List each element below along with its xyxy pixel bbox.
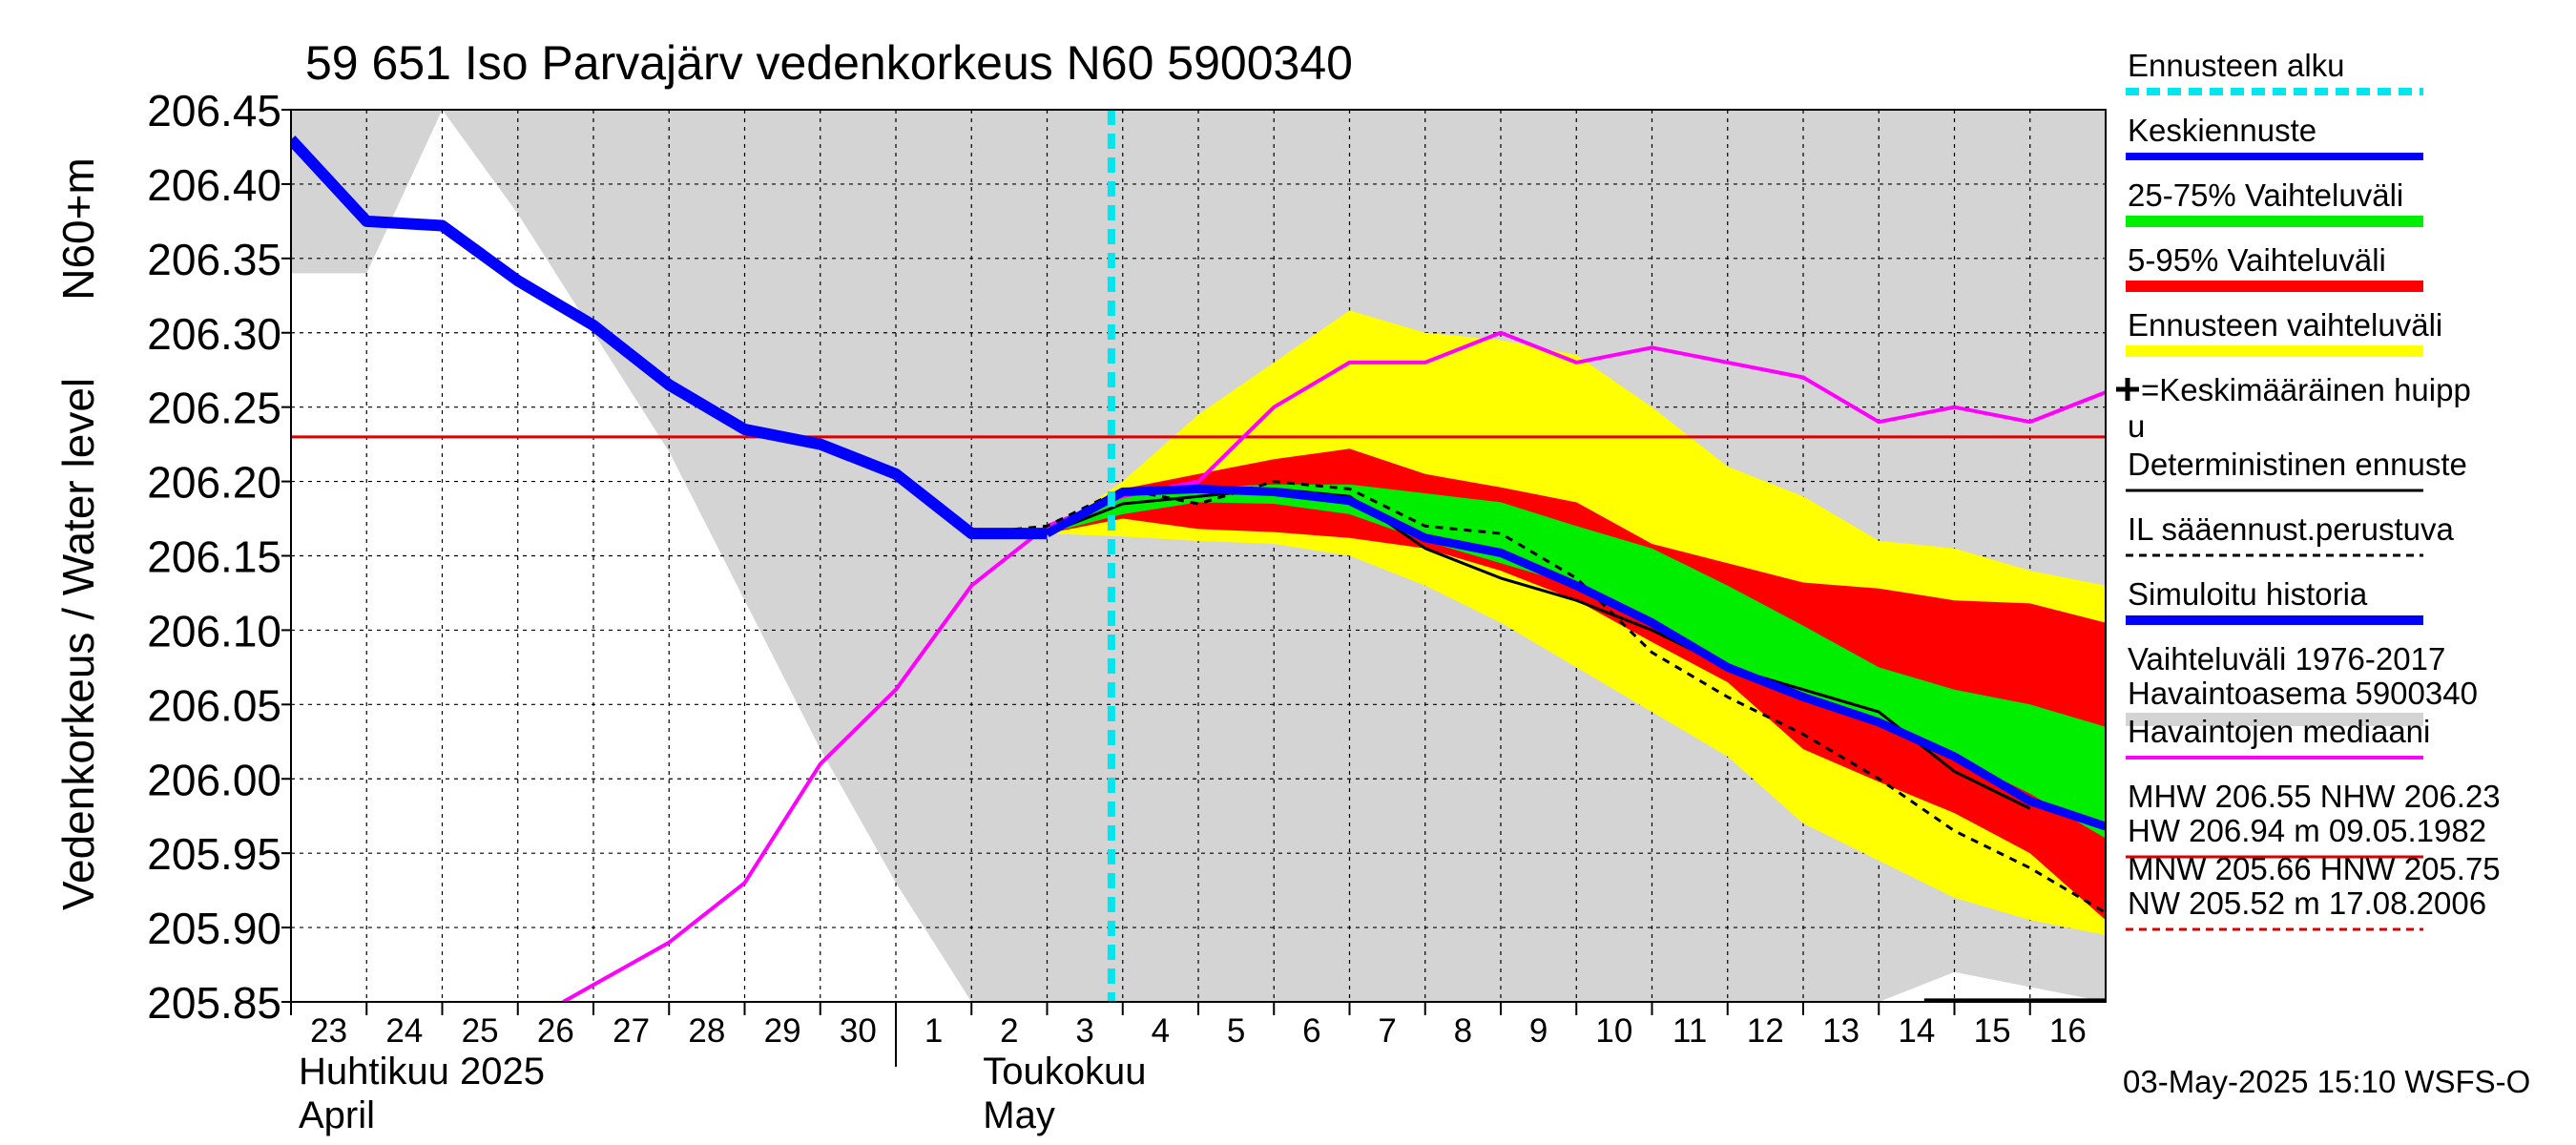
- y-tick-label: 206.20: [147, 458, 281, 508]
- x-tick-label: 29: [764, 1012, 801, 1050]
- legend-label: =Keskimääräinen huipp: [2141, 372, 2471, 407]
- x-tick-label: 11: [1672, 1012, 1707, 1050]
- x-tick-label: 10: [1595, 1012, 1632, 1050]
- x-tick-label: 13: [1822, 1012, 1859, 1050]
- y-tick-label: 206.10: [147, 606, 281, 656]
- legend-label-2: Havaintoasema 5900340: [2128, 676, 2478, 711]
- x-tick-label: 25: [462, 1012, 499, 1050]
- legend-label-2: NW 205.52 m 17.08.2006: [2128, 885, 2486, 921]
- y-tick-label: 206.40: [147, 160, 281, 210]
- x-tick-label: 16: [2049, 1012, 2087, 1050]
- legend-label: Havaintojen mediaani: [2128, 714, 2430, 749]
- legend-label: MHW 206.55 NHW 206.23: [2128, 779, 2501, 814]
- legend-item: Havaintojen mediaani: [2126, 714, 2430, 760]
- legend-item: Ennusteen alku: [2126, 48, 2423, 95]
- legend-label: IL sääennust.perustuva: [2128, 511, 2454, 547]
- y-tick-label: 206.25: [147, 384, 281, 433]
- plot-area: [291, 110, 2106, 1002]
- legend-label-2: HW 206.94 m 09.05.1982: [2128, 813, 2486, 848]
- legend-item: Simuloitu historia: [2126, 576, 2423, 625]
- simulated-history-line: [291, 135, 1048, 540]
- legend-label: Ennusteen alku: [2128, 48, 2345, 83]
- x-tick-label: 5: [1227, 1012, 1245, 1050]
- median-observations-line: [562, 330, 2106, 1002]
- legend-label: 25-75% Vaihteluväli: [2128, 177, 2403, 213]
- x-tick-label: 9: [1529, 1012, 1548, 1050]
- legend: Ennusteen alku Keskiennuste 25-75% Vaihtel…: [2116, 48, 2501, 931]
- deterministic-forecast-line: [971, 487, 2031, 810]
- y-tick-label: 206.05: [147, 680, 281, 730]
- x-tick-label: 24: [385, 1012, 423, 1050]
- x-tick-label: 15: [1974, 1012, 2011, 1050]
- legend-label: Ennusteen vaihteluväli: [2128, 307, 2442, 343]
- chart-title: 59 651 Iso Parvajärv vedenkorkeus N60 59…: [305, 36, 1353, 90]
- historical-range-band: [291, 110, 2106, 1002]
- x-tick-label: 12: [1747, 1012, 1784, 1050]
- month-label-fi: Toukokuu: [983, 1051, 1146, 1093]
- x-tick-label: 30: [840, 1012, 877, 1050]
- legend-label: Simuloitu historia: [2128, 576, 2368, 612]
- legend-item: Ennusteen vaihteluväli: [2126, 307, 2442, 357]
- y-tick-label: 206.45: [147, 86, 281, 135]
- y-tick-label: 206.30: [147, 309, 281, 359]
- x-tick-label: 26: [537, 1012, 574, 1050]
- legend-label-2: u: [2128, 408, 2145, 444]
- month-label-fi: Huhtikuu 2025: [299, 1051, 545, 1093]
- y-tick-label: 205.90: [147, 904, 281, 953]
- legend-item: Keskiennuste: [2126, 113, 2423, 160]
- x-tick-label: 3: [1075, 1012, 1093, 1050]
- mean-forecast-line: [1045, 484, 2106, 831]
- y-tick-label: 205.85: [147, 978, 281, 1028]
- x-tick-label: 6: [1302, 1012, 1320, 1050]
- legend-label: MNW 205.66 HNW 205.75: [2128, 851, 2501, 886]
- y-tick-label: 205.95: [147, 829, 281, 879]
- y-axis-label-inner: N60+m: [53, 157, 103, 301]
- legend-item: 25-75% Vaihteluväli: [2126, 177, 2423, 227]
- x-tick-label: 1: [924, 1012, 943, 1050]
- legend-label: 5-95% Vaihteluväli: [2128, 242, 2386, 278]
- x-tick-label: 14: [1898, 1012, 1935, 1050]
- y-axis-label-outer: Vedenkorkeus / Water level: [53, 378, 103, 910]
- y-tick-label: 206.00: [147, 755, 281, 804]
- x-tick-label: 4: [1152, 1012, 1170, 1050]
- month-label-en: May: [983, 1094, 1055, 1136]
- y-tick-label: 206.15: [147, 532, 281, 582]
- timestamp: 03-May-2025 15:10 WSFS-O: [2123, 1064, 2530, 1099]
- legend-item: IL sääennust.perustuva: [2126, 511, 2454, 557]
- x-tick-label: 23: [310, 1012, 347, 1050]
- x-tick-label: 8: [1454, 1012, 1472, 1050]
- legend-item: Vaihteluväli 1976-2017 Havaintoasema 590…: [2126, 641, 2478, 726]
- x-tick-label: 27: [613, 1012, 650, 1050]
- x-tick-label: 28: [688, 1012, 725, 1050]
- y-tick-label: 206.35: [147, 235, 281, 284]
- legend-label: Keskiennuste: [2128, 113, 2316, 148]
- x-tick-label: 7: [1378, 1012, 1396, 1050]
- legend-item: 5-95% Vaihteluväli: [2126, 242, 2423, 292]
- legend-label: Deterministinen ennuste: [2128, 447, 2467, 482]
- axes: 206.45 206.40 206.35 206.30 206.25 206.20 206.…: [147, 86, 2107, 1136]
- month-label-en: April: [299, 1094, 375, 1136]
- x-tick-label: 2: [1000, 1012, 1018, 1050]
- legend-label: Vaihteluväli 1976-2017: [2128, 641, 2445, 677]
- weather-forecast-line: [971, 480, 2106, 914]
- legend-item: Deterministinen ennuste: [2126, 447, 2467, 492]
